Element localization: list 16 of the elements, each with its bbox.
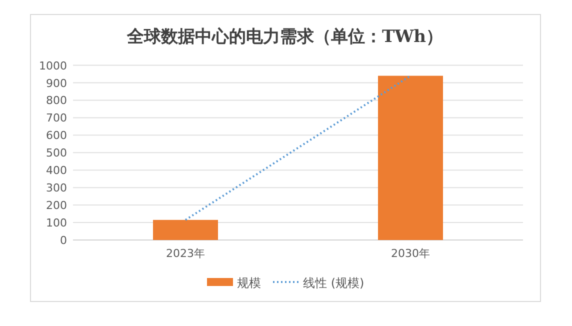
y-tick-label: 500 [46,146,67,160]
legend-label: 线性 (规模) [303,276,364,290]
y-tick-label: 800 [46,94,67,108]
y-tick-label: 0 [60,234,67,247]
y-tick-label: 900 [46,76,67,90]
y-tick-label: 300 [46,182,67,195]
y-tick-label: 700 [46,112,67,125]
y-tick-label: 600 [46,129,67,142]
y-tick-label: 1000 [39,59,67,72]
legend-label: 规模 [237,276,261,290]
y-tick-label: 200 [46,199,67,212]
y-tick-label: 400 [46,164,67,178]
x-tick-label: 2030年 [391,247,430,260]
x-tick-label: 2023年 [166,247,205,260]
chart-title: 全球数据中心的电力需求（单位：TWh） [126,27,444,47]
y-tick-label: 100 [46,216,67,230]
